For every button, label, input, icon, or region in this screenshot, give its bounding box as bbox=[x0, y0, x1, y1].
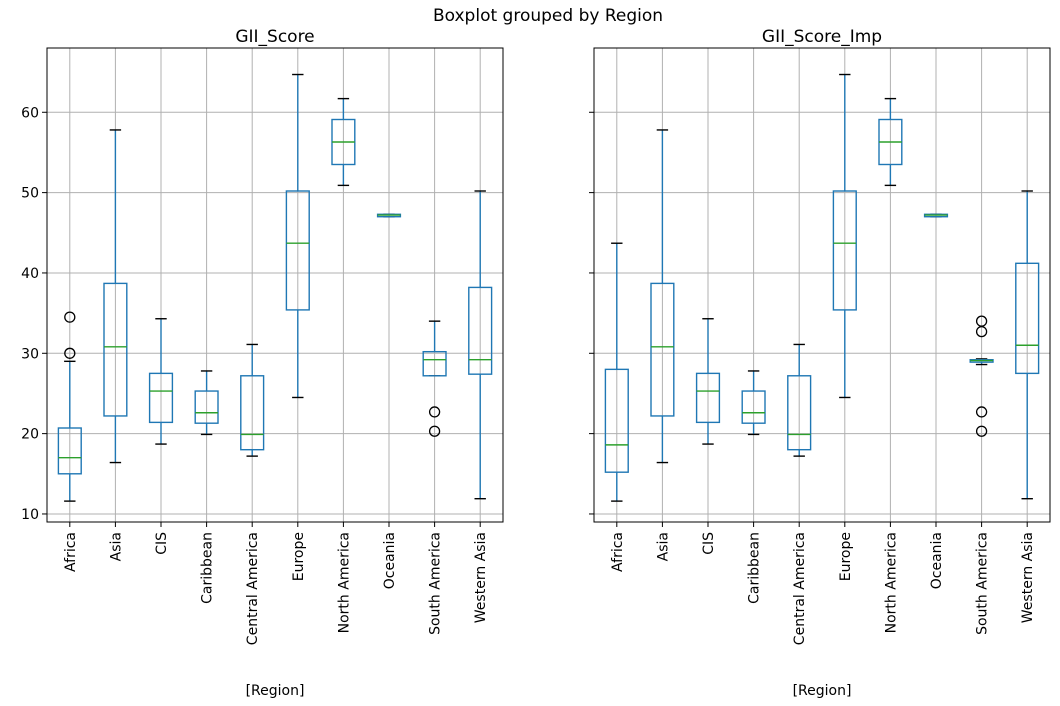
x-axis-label: [Region] bbox=[246, 683, 305, 699]
box-iqr bbox=[741, 390, 766, 424]
outlier-point bbox=[975, 315, 988, 327]
box-iqr bbox=[148, 372, 174, 424]
subplot-title: GII_Score bbox=[235, 27, 314, 47]
box-iqr bbox=[194, 390, 219, 424]
x-tick-label: North America bbox=[883, 532, 899, 633]
x-tick-label: Western Asia bbox=[473, 532, 489, 623]
x-tick-label: Africa bbox=[63, 532, 79, 572]
box-asia bbox=[650, 129, 675, 464]
x-tick-label: South America bbox=[975, 532, 991, 635]
box-iqr bbox=[604, 368, 629, 473]
box-iqr bbox=[695, 372, 721, 424]
box-oceania bbox=[376, 213, 402, 218]
x-tick-label: South America bbox=[428, 532, 444, 635]
x-tick-label: Oceania bbox=[382, 532, 398, 589]
box-north-america bbox=[331, 97, 356, 187]
box-caribbean bbox=[194, 370, 219, 436]
outlier-point bbox=[428, 406, 441, 418]
box-central-america bbox=[787, 343, 812, 457]
axes-frame bbox=[46, 47, 504, 523]
x-tick-label: Asia bbox=[108, 532, 124, 561]
y-tick-label: 50 bbox=[21, 186, 39, 202]
x-tick-label: Caribbean bbox=[747, 532, 763, 604]
outlier-point bbox=[64, 311, 76, 323]
box-iqr bbox=[240, 375, 265, 451]
x-tick-label: Western Asia bbox=[1020, 532, 1036, 623]
box-africa bbox=[57, 311, 82, 502]
box-europe bbox=[285, 73, 310, 399]
box-iqr bbox=[787, 375, 812, 451]
box-cis bbox=[148, 318, 174, 445]
box-caribbean bbox=[741, 370, 766, 436]
box-south-america bbox=[422, 320, 447, 437]
x-tick-label: Central America bbox=[245, 532, 261, 645]
y-tick-label: 20 bbox=[21, 427, 39, 443]
box-iqr bbox=[422, 350, 447, 377]
box-south-america bbox=[969, 315, 994, 437]
outlier-point bbox=[64, 347, 76, 359]
outlier-point bbox=[428, 425, 441, 437]
subplot-title: GII_Score_Imp bbox=[762, 27, 882, 47]
x-tick-label: North America bbox=[336, 532, 352, 633]
box-cis bbox=[695, 318, 721, 445]
box-iqr bbox=[103, 282, 128, 417]
box-iqr bbox=[1015, 262, 1040, 375]
box-iqr bbox=[468, 286, 493, 375]
x-tick-label: Asia bbox=[655, 532, 671, 561]
x-tick-label: Caribbean bbox=[200, 532, 216, 604]
x-tick-label: Europe bbox=[838, 532, 854, 581]
box-central-america bbox=[240, 343, 265, 457]
y-tick-label: 60 bbox=[21, 105, 39, 121]
x-tick-label: Oceania bbox=[929, 532, 945, 589]
box-europe bbox=[832, 73, 857, 399]
subplot-1: 10 20 30 40 50 60 Africa Asia CIS Caribbean Centra… bbox=[21, 27, 504, 699]
box-iqr bbox=[650, 282, 675, 417]
box-asia bbox=[103, 129, 128, 464]
x-axis-label: [Region] bbox=[793, 683, 852, 699]
figure-suptitle: Boxplot grouped by Region bbox=[433, 6, 663, 26]
x-tick-label: CIS bbox=[701, 532, 717, 555]
box-africa bbox=[604, 242, 629, 502]
y-tick-label: 40 bbox=[21, 266, 39, 282]
box-western-asia bbox=[468, 190, 493, 500]
x-tick-label: CIS bbox=[154, 532, 170, 555]
y-tick-label: 10 bbox=[21, 507, 39, 523]
x-tick-label: Central America bbox=[792, 532, 808, 645]
outlier-point bbox=[975, 406, 988, 418]
box-iqr bbox=[285, 190, 310, 311]
box-iqr bbox=[832, 190, 857, 311]
x-tick-label: Africa bbox=[610, 532, 626, 572]
x-tick-label: Europe bbox=[291, 532, 307, 581]
box-north-america bbox=[878, 97, 903, 187]
y-tick-label: 30 bbox=[21, 346, 39, 362]
box-iqr bbox=[57, 427, 82, 475]
outlier-point bbox=[975, 425, 988, 437]
box-oceania bbox=[923, 213, 949, 218]
axes-frame bbox=[593, 47, 1051, 523]
subplot-2: Africa Asia CIS Caribbean Central America Eur… bbox=[589, 27, 1051, 699]
box-western-asia bbox=[1015, 190, 1040, 500]
